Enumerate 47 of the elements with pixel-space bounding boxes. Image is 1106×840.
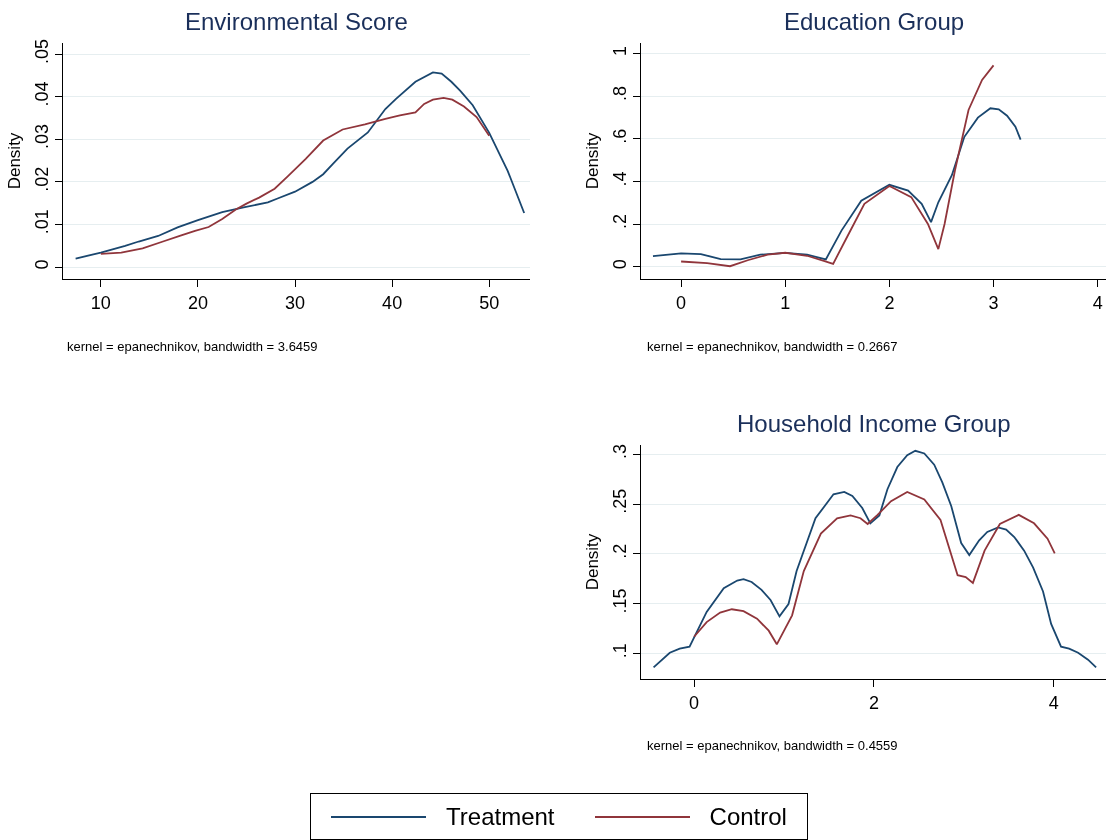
x-tick-label: 3 [988,292,999,313]
x-tick-label: 0 [676,292,687,313]
x-tick-label: 10 [90,292,111,313]
y-tick-label: .01 [31,209,52,235]
text: kernel = epanechnikov, bandwidth = 0.2667 [647,339,898,354]
x-tick-label: 50 [479,292,500,313]
y-axis-title: Density [583,533,603,591]
x-tick-label: 4 [1048,692,1059,713]
line-series [652,449,1098,669]
x-tick-label: 2 [884,292,895,313]
x-tick-label: 0 [689,692,700,713]
y-tick-label: .03 [31,124,52,150]
y-tick-label: .1 [609,643,630,659]
chart-title: Household Income Group [737,410,1011,437]
legend-label: Treatment [446,802,555,831]
y-tick-label: .2 [609,543,630,559]
x-tick-label: 4 [1092,292,1103,313]
x-tick-label: 1 [780,292,791,313]
x-tick-label: 40 [382,292,403,313]
text: kernel = epanechnikov, bandwidth = 3.6459 [67,339,318,354]
y-tick-label: .2 [609,214,630,230]
x-tick-label: 20 [187,292,208,313]
line-series [74,71,526,260]
line-series [693,491,1056,646]
y-tick-label: .6 [609,128,630,144]
y-tick-label: .8 [609,86,630,102]
line-series [680,64,995,268]
y-axis-title: Density [5,132,25,190]
line-series [652,107,1022,261]
x-tick-label: 30 [285,292,306,313]
text: kernel = epanechnikov, bandwidth = 0.4559 [647,738,898,753]
legend-label: Control [709,802,787,831]
y-tick-label: .25 [609,488,630,514]
y-tick-label: .04 [31,81,52,107]
y-tick-label: .15 [609,588,630,614]
y-tick-label: .02 [31,166,52,192]
y-axis-title: Density [583,132,603,190]
line-series [99,97,491,255]
x-tick-label: 2 [868,692,879,713]
chart-title: Education Group [784,8,965,35]
y-tick-label: 0 [31,259,52,270]
y-tick-label: 1 [609,45,630,56]
y-tick-label: .3 [609,443,630,459]
y-tick-label: .05 [31,38,52,64]
chart-title: Environmental Score [185,8,408,35]
y-tick-label: .4 [609,171,630,187]
y-tick-label: 0 [609,259,630,270]
